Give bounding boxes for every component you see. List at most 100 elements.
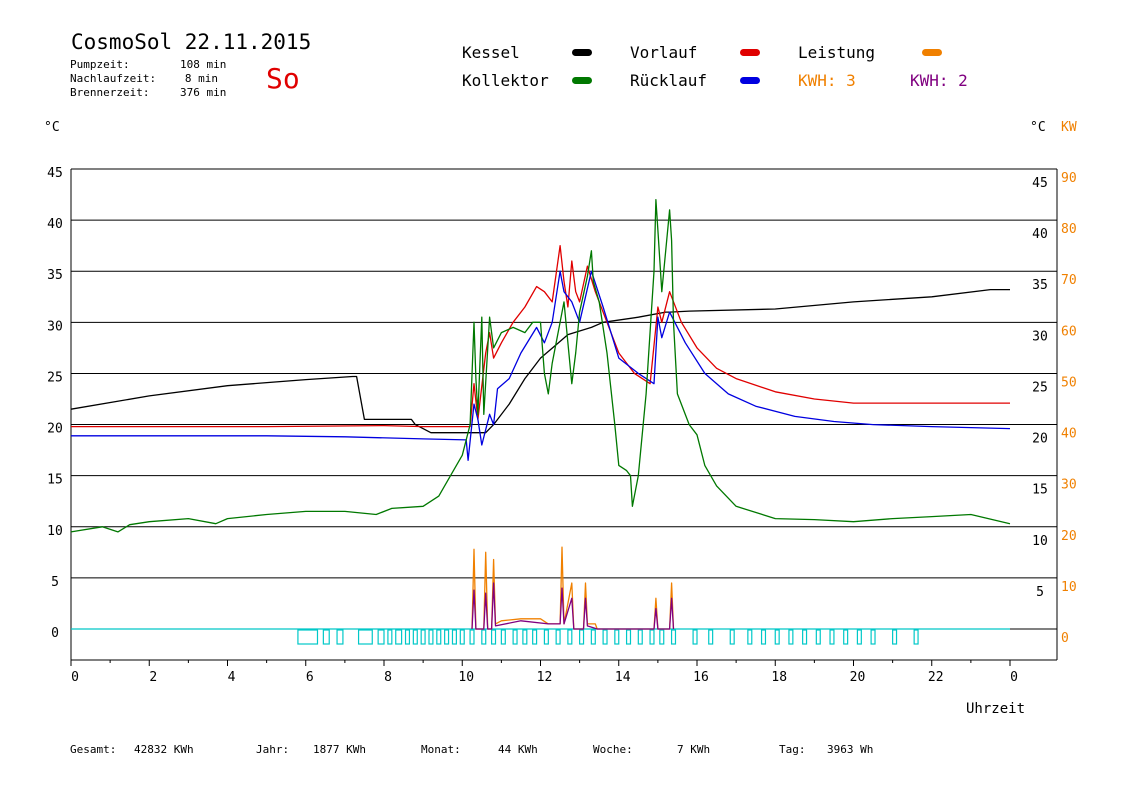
y-right-tick-label: 35 <box>1032 278 1048 293</box>
pump-pulse <box>670 629 677 645</box>
y-right-tick-label: 30 <box>1032 329 1048 344</box>
footer-jahr-label: Jahr: <box>256 743 290 756</box>
stat-brennerzeit: Brennerzeit: 376 min <box>70 86 227 99</box>
x-tick-label: 20 <box>850 670 866 685</box>
y-right-tick-label: 25 <box>1032 380 1048 395</box>
pump-pulse <box>729 629 735 645</box>
chart-title: CosmoSol 22.11.2015 <box>71 30 312 54</box>
y-right-tick-label: 45 <box>1032 176 1048 191</box>
y2-tick-label: 30 <box>1061 478 1077 493</box>
legend-leistung-label: Leistung <box>798 43 876 62</box>
pump-pulse <box>602 629 608 645</box>
series-line-kessel <box>70 288 1010 434</box>
x-tick-label: 4 <box>228 670 236 685</box>
x-tick-label: 2 <box>149 670 157 685</box>
stats-block: Pumpzeit: 108 min Nachlaufzeit: 8 min Bren… <box>70 58 227 100</box>
x-tick-label: 0 <box>71 670 79 685</box>
y-right-tick-label: 15 <box>1032 483 1048 498</box>
pump-pulse <box>387 629 393 645</box>
legend-vorlauf-label: Vorlauf <box>630 43 698 62</box>
pump-pulse <box>420 629 426 645</box>
footer-tag-label: Tag: <box>779 743 806 756</box>
y-tick-label: 10 <box>47 524 63 539</box>
x-tick-label: 14 <box>615 670 631 685</box>
footer-gesamt-label: Gesamt: <box>70 743 117 756</box>
series-line-kwh2 <box>471 582 675 630</box>
pump-pulse <box>436 629 442 645</box>
legend-kessel-label: Kessel <box>462 43 520 62</box>
y-tick-label: 5 <box>51 575 59 590</box>
pump-pulse <box>567 629 573 645</box>
stat-nachlaufzeit: Nachlaufzeit: 8 min <box>70 72 218 85</box>
pump-pulse <box>512 629 518 645</box>
x-tick-label: 18 <box>771 670 787 685</box>
pump-pulse <box>412 629 418 645</box>
pump-pulse <box>395 629 403 645</box>
legend-kwh1-label: KWH: 3 <box>798 71 856 90</box>
right-axis-unit: °C <box>1030 120 1046 135</box>
y-right-tick-label: 20 <box>1032 432 1048 447</box>
y2-tick-label: 10 <box>1061 580 1077 595</box>
pump-pulse <box>357 629 373 645</box>
pump-pulse <box>297 629 319 645</box>
y-tick-label: 30 <box>47 319 63 334</box>
x-tick-label: 10 <box>458 670 474 685</box>
x-tick-label: 8 <box>384 670 392 685</box>
pump-pulse <box>843 629 849 645</box>
x-tick-label: 22 <box>928 670 944 685</box>
pump-pulse <box>614 629 620 645</box>
x-tick-label: 16 <box>693 670 709 685</box>
footer-jahr-value: 1877 KWh <box>313 743 366 756</box>
series-line-kollektor <box>70 199 1011 533</box>
pump-pulse <box>404 629 411 645</box>
x-tick-label: 6 <box>306 670 314 685</box>
legend-ruecklauf-label: Rücklauf <box>630 71 708 90</box>
footer-woche-value: 7 KWh <box>677 743 711 756</box>
series-line-rücklauf <box>71 270 1011 461</box>
left-axis-unit: °C <box>44 120 60 135</box>
footer-woche-label: Woche: <box>593 743 633 756</box>
right-axis-unit-kw: KW <box>1061 120 1077 135</box>
y-tick-label: 15 <box>47 473 63 488</box>
legend-kessel-swatch <box>572 49 592 56</box>
pump-pulse <box>829 629 835 645</box>
pump-pulse <box>500 629 506 645</box>
pump-pulse <box>625 629 632 645</box>
y2-tick-label: 90 <box>1061 171 1077 186</box>
y-tick-label: 35 <box>47 268 63 283</box>
y-tick-label: 20 <box>47 422 63 437</box>
series-lines <box>70 199 1011 630</box>
pump-pulse <box>747 629 753 645</box>
pump-pulse <box>579 629 585 645</box>
y-right-tick-label: 10 <box>1032 534 1048 549</box>
pump-pulse <box>451 629 457 645</box>
pump-pulse <box>802 629 808 645</box>
pump-pulse <box>322 629 330 645</box>
pump-pulse <box>760 629 767 645</box>
y-tick-label: 0 <box>51 626 59 641</box>
pump-pulse <box>377 629 385 645</box>
pump-pulse <box>870 629 876 645</box>
pump-pulse <box>543 629 549 645</box>
pump-pulse <box>428 629 434 645</box>
footer-monat-label: Monat: <box>421 743 461 756</box>
pump-pulse <box>708 629 714 645</box>
legend-kollektor-swatch <box>572 77 592 84</box>
y-right-tick-label: 5 <box>1036 585 1044 600</box>
grid-lines <box>70 168 1058 666</box>
y2-tick-label: 0 <box>1061 631 1069 646</box>
pump-pulse <box>522 629 528 645</box>
x-tick-label: 0 <box>1010 670 1018 685</box>
stat-pumpzeit: Pumpzeit: 108 min <box>70 58 227 71</box>
footer-gesamt-value: 42832 KWh <box>134 743 194 756</box>
pump-pulse <box>637 629 643 645</box>
pump-pulse <box>481 629 487 645</box>
pump-pulse <box>555 629 561 645</box>
footer-tag-value: 3963 Wh <box>827 743 874 756</box>
pump-pulse <box>856 629 862 645</box>
legend-vorlauf-swatch <box>740 49 760 56</box>
pump-pulse <box>532 629 538 645</box>
pump-pulse <box>649 629 655 645</box>
pump-pulses <box>297 629 919 645</box>
